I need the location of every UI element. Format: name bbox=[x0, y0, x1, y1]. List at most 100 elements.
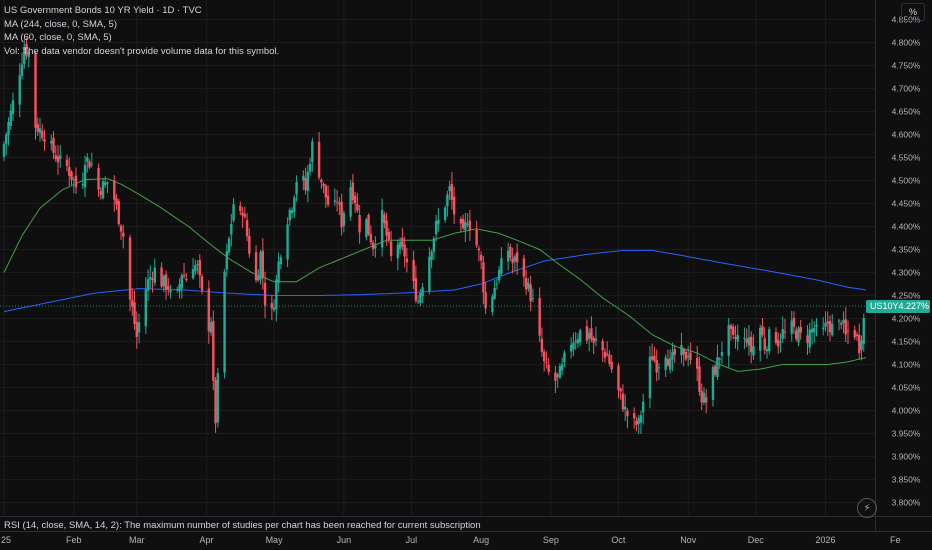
legend-ma-60[interactable]: MA (60, close, 0, SMA, 5) bbox=[4, 32, 112, 43]
candle-body bbox=[122, 232, 125, 237]
x-tick-label: May bbox=[266, 535, 284, 545]
x-tick-label: Jul bbox=[406, 535, 418, 545]
candle-body bbox=[790, 320, 793, 334]
candle-body bbox=[547, 364, 550, 372]
candle-body bbox=[144, 289, 147, 327]
time-axis[interactable]: 25 Feb Mar Apr May Jun Jul Aug Sep Oct Nov Dec 2026 F… bbox=[1, 535, 901, 545]
candle-body bbox=[842, 319, 845, 324]
y-tick-label: 4.850% bbox=[892, 15, 921, 25]
candle-body bbox=[774, 332, 778, 344]
candle-body bbox=[632, 413, 636, 419]
candle-body bbox=[43, 138, 46, 142]
candle-body bbox=[484, 292, 487, 309]
x-tick-label: Feb bbox=[66, 535, 82, 545]
candle-body bbox=[322, 183, 325, 187]
candle-body bbox=[119, 225, 123, 232]
legend-ma-244[interactable]: MA (244, close, 0, SMA, 5) bbox=[4, 18, 117, 30]
candle-body bbox=[464, 221, 467, 231]
candle-body bbox=[763, 338, 766, 350]
candle-body bbox=[434, 221, 438, 235]
x-tick-label: 25 bbox=[1, 535, 11, 545]
candle-body bbox=[506, 250, 510, 262]
candle-body bbox=[461, 218, 465, 229]
candle-body bbox=[475, 230, 478, 246]
legend-title[interactable]: US Government Bonds 10 YR Yield · 1D · T… bbox=[4, 5, 202, 16]
candle-body bbox=[657, 367, 661, 369]
candle-body bbox=[9, 110, 12, 126]
percent-scale-button[interactable]: % bbox=[901, 3, 925, 21]
chart-grid bbox=[0, 0, 932, 532]
candle-body bbox=[527, 282, 530, 289]
candle-body bbox=[70, 171, 73, 180]
candle-body bbox=[137, 322, 141, 333]
candle-body bbox=[808, 329, 811, 348]
y-tick-label: 4.700% bbox=[892, 84, 921, 94]
candle-body bbox=[799, 326, 802, 333]
candle-body bbox=[705, 397, 708, 403]
candle-body bbox=[151, 278, 154, 280]
candle-body bbox=[477, 248, 481, 251]
candle-body bbox=[617, 365, 620, 390]
candle-body bbox=[270, 303, 274, 309]
candle-body bbox=[131, 299, 134, 307]
x-tick-label: Oct bbox=[611, 535, 626, 545]
candle-body bbox=[99, 191, 102, 195]
candle-body bbox=[585, 326, 589, 341]
candle-body bbox=[198, 260, 202, 276]
candle-body bbox=[446, 194, 449, 207]
candle-body bbox=[524, 277, 528, 290]
y-tick-label: 4.600% bbox=[892, 130, 921, 140]
candle-body bbox=[182, 274, 186, 277]
candle-body bbox=[601, 341, 604, 351]
lightning-icon[interactable]: ⚡ bbox=[857, 498, 877, 518]
y-tick-label: 4.200% bbox=[892, 314, 921, 324]
candle-body bbox=[176, 289, 179, 291]
candle-body bbox=[495, 283, 499, 285]
candle-body bbox=[412, 260, 415, 281]
candle-body bbox=[824, 322, 827, 328]
candle-body bbox=[396, 244, 400, 259]
candle-body bbox=[846, 330, 850, 332]
candle-body bbox=[572, 342, 575, 350]
candle-body bbox=[306, 171, 310, 191]
candle-body bbox=[333, 200, 337, 202]
candle-body bbox=[288, 209, 292, 221]
candle-body bbox=[765, 349, 769, 352]
candle-body bbox=[248, 236, 251, 254]
candle-body bbox=[511, 258, 514, 264]
candle-body bbox=[340, 201, 343, 228]
ma-60-line bbox=[3, 178, 867, 372]
candle-body bbox=[711, 367, 715, 400]
price-axis[interactable]: 4.850% 4.800% 4.750% 4.700% 4.650% 4.600% 4.55… bbox=[892, 15, 921, 508]
candle-body bbox=[491, 296, 494, 312]
candle-body bbox=[576, 338, 580, 344]
candle-body bbox=[259, 252, 262, 280]
x-tick-label: Dec bbox=[748, 535, 765, 545]
y-tick-label: 4.800% bbox=[892, 38, 921, 48]
candle-body bbox=[493, 287, 496, 299]
candle-body bbox=[459, 218, 463, 224]
candle-body bbox=[68, 166, 71, 176]
candle-body bbox=[162, 275, 165, 287]
candle-body bbox=[290, 210, 294, 214]
candle-body bbox=[383, 214, 386, 224]
candle-body bbox=[578, 330, 582, 343]
candle-body bbox=[302, 175, 305, 181]
candle-body bbox=[149, 277, 152, 280]
candle-body bbox=[810, 328, 814, 333]
candle-body bbox=[594, 338, 598, 341]
candle-body bbox=[500, 257, 503, 274]
candle-body bbox=[673, 349, 676, 355]
candle-body bbox=[603, 351, 607, 358]
candle-body bbox=[254, 252, 258, 281]
candle-body bbox=[160, 267, 163, 287]
candle-body bbox=[540, 338, 544, 352]
candle-body bbox=[826, 321, 829, 324]
candle-body bbox=[214, 379, 217, 424]
price-tag-value: 4.227% bbox=[898, 301, 930, 312]
candle-body bbox=[185, 278, 188, 281]
candle-body bbox=[200, 276, 204, 291]
candle-body bbox=[338, 202, 341, 205]
candle-body bbox=[25, 43, 28, 56]
